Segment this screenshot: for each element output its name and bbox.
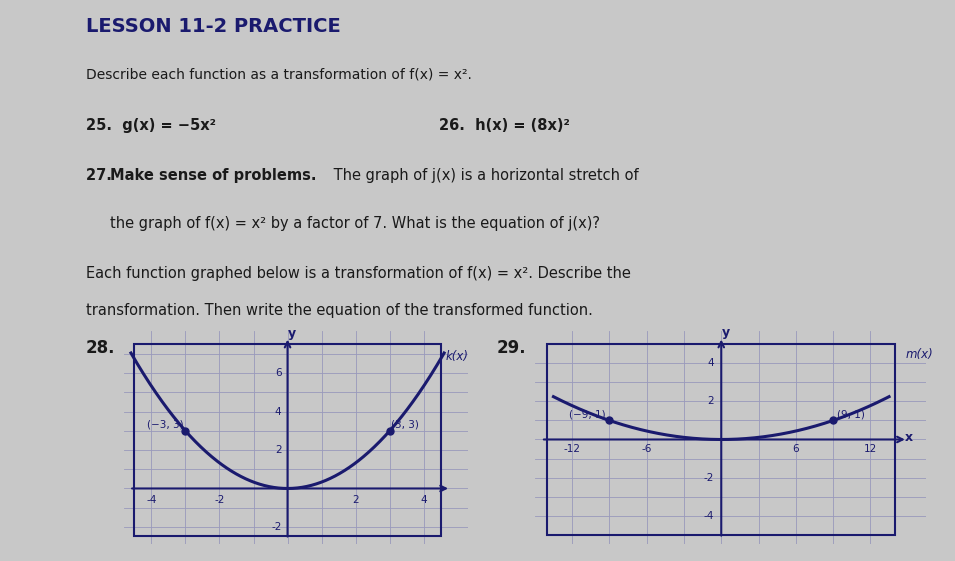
Text: 26.  h(x) = (8x)²: 26. h(x) = (8x)²	[439, 118, 570, 133]
Text: LESSON 11-2 PRACTICE: LESSON 11-2 PRACTICE	[86, 17, 341, 36]
Bar	[547, 344, 895, 535]
Text: 6: 6	[793, 444, 799, 454]
Bar	[135, 344, 440, 536]
Text: Describe each function as a transformation of f(x) = x².: Describe each function as a transformati…	[86, 67, 472, 81]
Text: -2: -2	[271, 522, 282, 532]
Text: Make sense of problems.: Make sense of problems.	[110, 168, 316, 183]
Text: 6: 6	[275, 368, 282, 378]
Text: (3, 3): (3, 3)	[392, 420, 419, 430]
Text: 4: 4	[707, 358, 713, 369]
Text: x: x	[905, 431, 913, 444]
Text: 29.: 29.	[497, 339, 526, 357]
Text: 2: 2	[275, 445, 282, 455]
Text: k(x): k(x)	[446, 350, 469, 363]
Text: transformation. Then write the equation of the transformed function.: transformation. Then write the equation …	[86, 303, 593, 318]
Text: y: y	[722, 325, 730, 339]
Text: y: y	[287, 327, 296, 339]
Text: -4: -4	[146, 495, 157, 505]
Text: m(x): m(x)	[905, 348, 933, 361]
Text: -2: -2	[214, 495, 224, 505]
Text: 27.: 27.	[86, 168, 117, 183]
Text: (−3, 3): (−3, 3)	[147, 420, 183, 430]
Text: (−9, 1): (−9, 1)	[569, 410, 605, 420]
Text: the graph of f(x) = x² by a factor of 7. What is the equation of j(x)?: the graph of f(x) = x² by a factor of 7.…	[110, 216, 600, 231]
Text: -4: -4	[704, 511, 713, 521]
Text: 2: 2	[352, 495, 359, 505]
Text: -2: -2	[704, 472, 713, 482]
Text: 25.  g(x) = −5x²: 25. g(x) = −5x²	[86, 118, 216, 133]
Text: -12: -12	[563, 444, 581, 454]
Text: (9, 1): (9, 1)	[837, 410, 864, 420]
Text: The graph of j(x) is a horizontal stretch of: The graph of j(x) is a horizontal stretc…	[329, 168, 639, 183]
Text: Each function graphed below is a transformation of f(x) = x². Describe the: Each function graphed below is a transfo…	[86, 266, 631, 282]
Text: -6: -6	[642, 444, 652, 454]
Text: 4: 4	[275, 407, 282, 417]
Text: 12: 12	[863, 444, 877, 454]
Text: 28.: 28.	[86, 339, 116, 357]
Text: 4: 4	[420, 495, 427, 505]
Text: 2: 2	[707, 397, 713, 406]
